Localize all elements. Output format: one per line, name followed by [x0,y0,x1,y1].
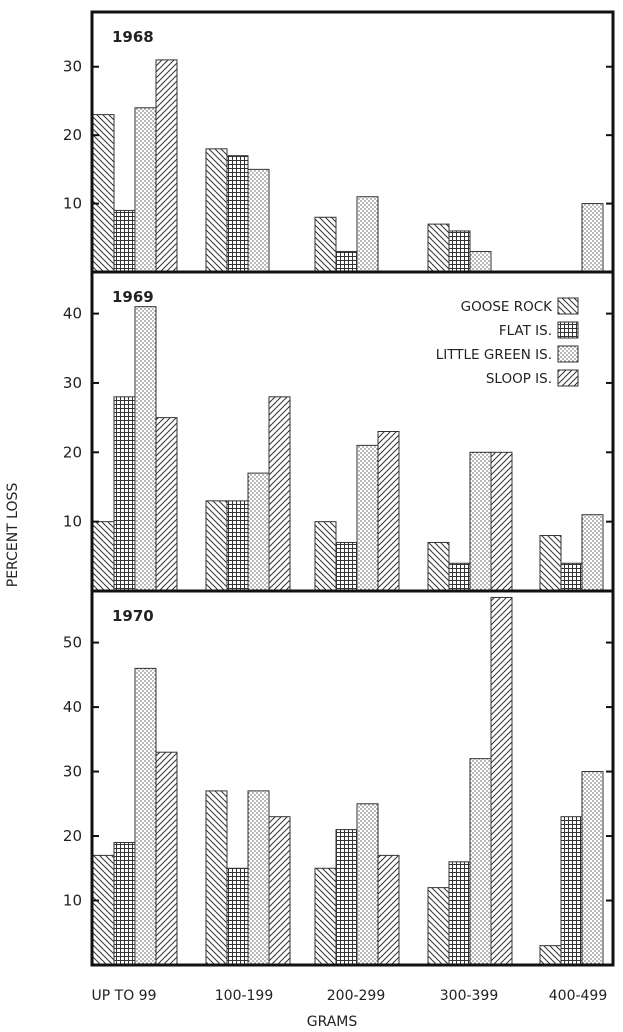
bar-1970-sloop-is-up-to-99 [155,751,178,966]
panel-title-1969: 1969 [112,288,154,306]
xtick-label-up-to-99: UP TO 99 [92,988,157,1004]
bar-1969-little-green-is-up-to-99 [134,306,157,592]
legend-swatch-flat-is [557,321,579,339]
ytick-label-1970-50: 50 [63,634,82,652]
bar-1968-little-green-is-200-299 [356,196,379,273]
bar-1970-sloop-is-200-299 [377,854,400,966]
bar-1969-little-green-is-200-299 [356,444,379,592]
bar-1968-sloop-is-up-to-99 [155,59,178,273]
bar-1968-goose-rock-300-399 [427,223,450,273]
bar-1970-goose-rock-up-to-99 [92,854,115,966]
bar-1970-little-green-is-200-299 [356,803,379,966]
xtick-label-300-399: 300-399 [440,988,499,1004]
panel-1970: 10 20 30 40 50 1970 [63,589,615,967]
xtick-label-400-499: 400-499 [549,988,608,1004]
legend-item-goose-rock: GOOSE ROCK [461,297,579,315]
bar-1968-little-green-is-up-to-99 [134,107,157,273]
bar-1970-flat-is-100-199 [226,867,249,966]
bar-1970-little-green-is-up-to-99 [134,667,157,966]
bar-1969-goose-rock-up-to-99 [92,521,115,592]
ytick-label-1968-10: 10 [63,195,82,213]
ytick-label-1969-30: 30 [63,374,82,392]
bar-1969-goose-rock-400-499 [539,535,562,592]
bar-1969-little-green-is-300-399 [469,451,492,592]
bar-1968-little-green-is-400-499 [581,203,604,273]
bar-1970-goose-rock-300-399 [427,887,450,966]
bar-1968-flat-is-300-399 [448,230,471,273]
xtick-label-100-199: 100-199 [215,988,274,1004]
bar-1968-little-green-is-300-399 [469,250,492,273]
ytick-label-1970-20: 20 [63,827,82,845]
bar-1968-goose-rock-up-to-99 [92,114,115,273]
bar-1970-goose-rock-200-299 [314,867,337,966]
bar-1969-flat-is-up-to-99 [113,396,136,592]
bar-1969-sloop-is-200-299 [377,431,400,592]
bar-1968-flat-is-up-to-99 [113,209,136,273]
bar-1970-goose-rock-400-499 [539,945,562,966]
bar-1970-little-green-is-100-199 [247,790,270,966]
bar-1970-flat-is-200-299 [335,829,358,966]
xtick-label-200-299: 200-299 [327,988,386,1004]
bar-1970-flat-is-up-to-99 [113,841,136,966]
ytick-label-1970-30: 30 [63,763,82,781]
bar-1969-goose-rock-300-399 [427,541,450,592]
bar-1970-goose-rock-100-199 [205,790,228,966]
ytick-label-1969-40: 40 [63,305,82,323]
bar-1969-sloop-is-100-199 [268,396,291,592]
ytick-label-1968-20: 20 [63,126,82,144]
legend-item-little-green-is: LITTLE GREEN IS. [436,345,579,363]
ytick-label-1969-10: 10 [63,513,82,531]
bar-1969-flat-is-100-199 [226,500,249,592]
bar-1970-little-green-is-400-499 [581,771,604,966]
bar-1970-sloop-is-100-199 [268,816,291,966]
ytick-label-1970-10: 10 [63,892,82,910]
legend-swatch-sloop-is [557,369,579,387]
bar-1969-little-green-is-400-499 [581,514,604,592]
bar-1968-goose-rock-100-199 [205,148,228,273]
legend-label-sloop-is: SLOOP IS. [486,371,552,387]
bar-1969-sloop-is-300-399 [490,451,513,592]
bar-1969-flat-is-400-499 [560,562,583,592]
bar-1969-flat-is-200-299 [335,541,358,592]
panel-title-1968: 1968 [112,28,154,46]
panel-1968: 10 20 30 1968 [63,10,615,274]
bar-1970-flat-is-300-399 [448,861,471,966]
ytick-label-1969-20: 20 [63,443,82,461]
legend-label-little-green-is: LITTLE GREEN IS. [436,347,552,363]
y-axis-title: PERCENT LOSS [5,483,21,588]
legend-item-sloop-is: SLOOP IS. [486,369,579,387]
bar-1968-goose-rock-200-299 [314,216,337,273]
panels-layer: 10 20 30 1968 10 20 30 40 1969 10 20 30 40 50 1970 [63,10,615,967]
x-axis-title: GRAMS [307,1014,358,1030]
axes-labels: UP TO 99 100-199 200-299 300-399 400-499 GRAM… [5,483,607,1030]
bar-1968-little-green-is-100-199 [247,168,270,273]
panel-frame-1970 [90,589,615,967]
legend-label-flat-is: FLAT IS. [499,323,552,339]
bar-1969-flat-is-300-399 [448,562,471,592]
panel-1969: 10 20 30 40 1969 [63,270,615,593]
bar-1969-sloop-is-up-to-99 [155,417,178,592]
bar-1970-sloop-is-300-399 [490,596,513,966]
legend-swatch-little-green-is [557,345,579,363]
panel-title-1970: 1970 [112,607,154,625]
ytick-label-1968-30: 30 [63,58,82,76]
bar-1969-little-green-is-100-199 [247,472,270,592]
legend-item-flat-is: FLAT IS. [499,321,579,339]
bar-1970-little-green-is-300-399 [469,758,492,966]
legend-swatch-goose-rock [557,297,579,315]
bar-1968-flat-is-100-199 [226,155,249,273]
bar-1970-flat-is-400-499 [560,816,583,966]
legend-label-goose-rock: GOOSE ROCK [461,299,554,315]
legend: GOOSE ROCK FLAT IS. LITTLE GREEN IS. SLOOP … [436,297,579,387]
bar-1969-goose-rock-100-199 [205,500,228,592]
ytick-label-1970-40: 40 [63,698,82,716]
bar-1968-flat-is-200-299 [335,250,358,273]
bar-1969-goose-rock-200-299 [314,521,337,592]
